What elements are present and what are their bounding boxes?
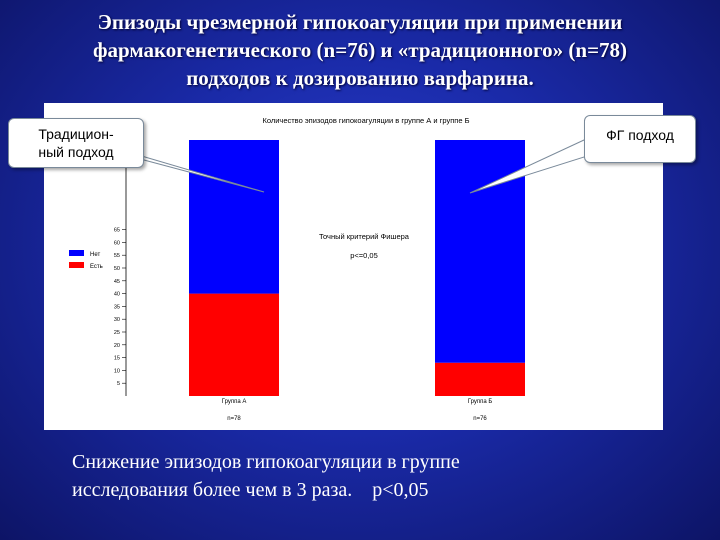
stacked-bar-chart: Количество эпизодов гипокоагуляции в гру… xyxy=(69,116,525,422)
y-tick-label: 25 xyxy=(114,330,120,336)
title-line-1: Эпизоды чрезмерной гипокоагуляции при пр… xyxy=(97,10,623,34)
y-tick-label: 55 xyxy=(114,253,120,259)
y-tick-label: 10 xyxy=(114,368,120,374)
callout-right-text: ФГ подход xyxy=(606,127,674,143)
x-category-sublabel: n=76 xyxy=(473,416,487,422)
legend-label-net: Нет xyxy=(90,252,100,258)
bar-group-b-est xyxy=(435,362,525,396)
title-line-2: фармакогенетического (n=76) и «традицион… xyxy=(92,38,628,62)
legend-label-est: Есть xyxy=(90,264,103,270)
slide-title: Эпизоды чрезмерной гипокоагуляции при пр… xyxy=(20,8,700,92)
y-tick-label: 20 xyxy=(114,343,120,349)
chart-title: Количество эпизодов гипокоагуляции в гру… xyxy=(262,116,469,125)
callout-left-line-2: ный подход xyxy=(38,144,114,160)
conclusion-line-2: исследования более чем в 3 раза. p<0,05 xyxy=(72,479,429,501)
callout-pg: ФГ подход xyxy=(584,115,696,163)
bar-group-b-net xyxy=(435,140,525,363)
conclusion-line-1: Снижение эпизодов гипокоагуляции в групп… xyxy=(72,451,460,473)
y-tick-label: 50 xyxy=(114,266,120,272)
annotation-line-1: Точный критерий Фишера xyxy=(319,232,410,241)
bar-group-a-est xyxy=(189,293,279,396)
x-axis-labels: Группа А n=78 Группа Б n=76 xyxy=(222,399,493,422)
y-tick-label: 35 xyxy=(114,304,120,310)
x-category-sublabel: n=78 xyxy=(227,416,241,422)
y-tick-label: 40 xyxy=(114,292,120,298)
y-tick-label: 60 xyxy=(114,240,120,246)
y-tick-label: 5 xyxy=(117,381,120,387)
y-tick-label: 65 xyxy=(114,228,120,234)
title-line-3: подходов к дозированию варфарина. xyxy=(186,66,534,90)
y-tick-label: 30 xyxy=(114,317,120,323)
callout-left-line-1: Традицион- xyxy=(38,126,114,142)
x-category-label: Группа Б xyxy=(468,399,493,405)
y-tick-label: 45 xyxy=(114,279,120,285)
legend-swatch-net xyxy=(69,250,84,256)
conclusion-text: Снижение эпизодов гипокоагуляции в групп… xyxy=(72,448,672,504)
legend: Нет Есть xyxy=(69,250,103,270)
bars-group xyxy=(189,140,525,396)
bar-group-a-net xyxy=(189,140,279,294)
callout-traditional: Традицион- ный подход xyxy=(8,118,144,168)
legend-swatch-est xyxy=(69,262,84,268)
annotation-line-2: p<=0,05 xyxy=(350,251,378,260)
y-axis-ticks: 5 10 15 20 25 30 35 40 45 50 55 60 65 xyxy=(114,228,126,387)
y-tick-label: 15 xyxy=(114,356,120,362)
x-category-label: Группа А xyxy=(222,399,247,405)
